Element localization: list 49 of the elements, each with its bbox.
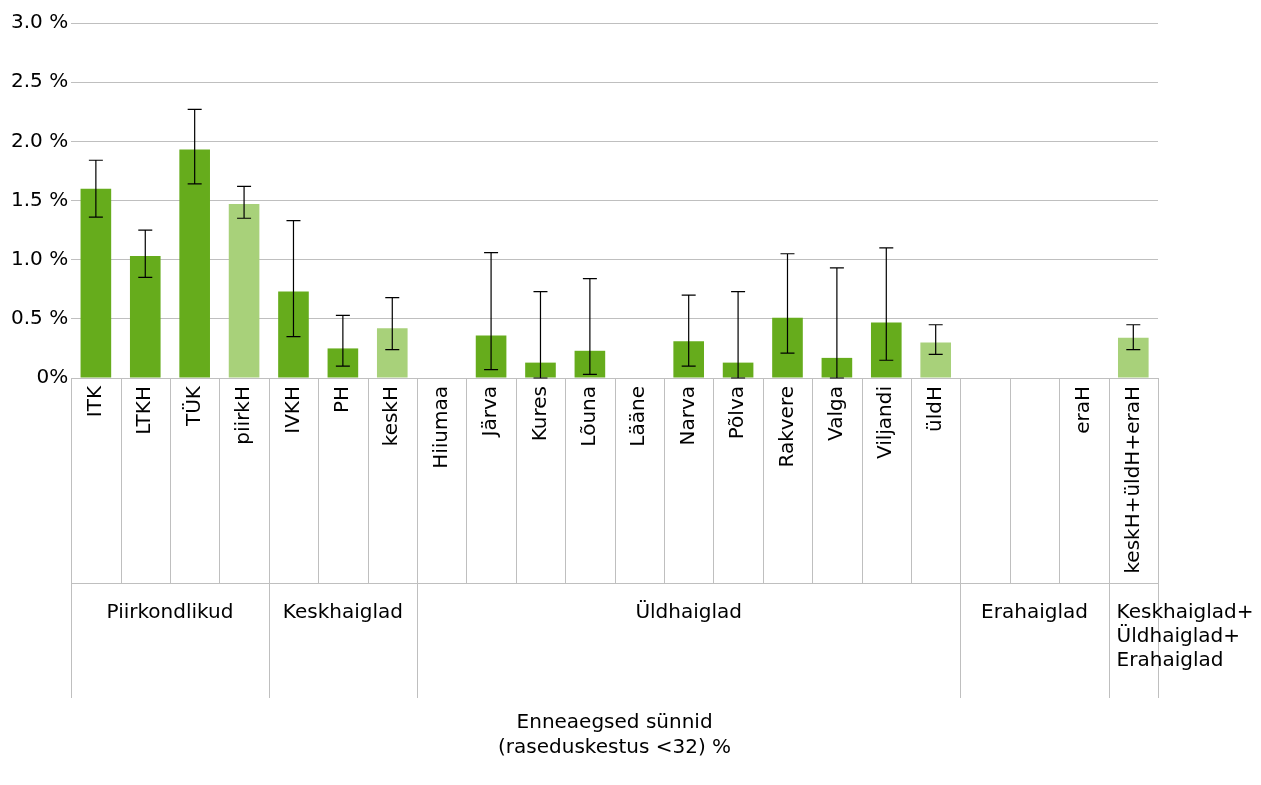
bar	[870, 322, 902, 378]
x-tick-label: ITK	[82, 385, 107, 418]
bar	[278, 291, 309, 378]
x-tick-label: Kures	[526, 386, 551, 442]
text: Piirkondlikud	[106, 599, 234, 624]
x-tick-label: Hiiumaa	[427, 386, 452, 469]
x-tick-label: Narva	[674, 386, 699, 446]
x-tick-label: PH	[329, 386, 354, 414]
x-tick-label: TÜK	[180, 385, 205, 427]
x-tick-label: Rakvere	[773, 386, 798, 468]
bar	[1117, 337, 1149, 378]
bar	[821, 357, 853, 378]
y-tick-label: 2.5 %	[11, 68, 69, 93]
y-tick-label: 0%	[36, 364, 69, 389]
x-tick-label: IVKH	[279, 386, 304, 434]
bar	[80, 188, 112, 378]
y-tick-label: 2.0 %	[11, 127, 69, 152]
bar	[475, 335, 507, 378]
y-tick-label: 0.5 %	[11, 305, 69, 330]
bar	[129, 256, 161, 378]
x-tick-label: Valga	[823, 386, 848, 441]
x-tick-label: Põlva	[724, 386, 749, 440]
x-tick-label: Lääne	[625, 386, 650, 447]
text: Erahaiglad	[981, 599, 1088, 624]
x-tick-label: Lõuna	[576, 386, 601, 447]
y-tick-label: 1.5 %	[11, 186, 69, 211]
bar	[920, 342, 952, 378]
y-tick-label: 1.0 %	[11, 245, 69, 270]
y-tick-label: 3.0 %	[11, 9, 69, 34]
text: Enneaegsed sünnid (raseduskestus <32) %	[498, 709, 732, 759]
x-tick-label: Järva	[477, 386, 502, 439]
x-tick-label: üldH	[921, 386, 946, 432]
bar	[525, 362, 556, 378]
bar	[179, 149, 210, 378]
text: Keskhaiglad	[282, 599, 403, 624]
text: Üldhaiglad	[635, 599, 742, 624]
bar	[673, 341, 704, 378]
x-tick-label: LTKH	[131, 386, 156, 435]
x-tick-label: keskH	[378, 386, 403, 447]
bar	[574, 350, 606, 378]
bar	[376, 328, 408, 378]
x-tick-label: piirkH	[230, 386, 255, 445]
x-tick-label: eraH	[1070, 386, 1095, 434]
bar	[772, 317, 803, 378]
bar	[228, 204, 260, 378]
bar	[327, 348, 359, 378]
x-tick-label: Viljandi	[872, 386, 897, 460]
x-tick-label: keskH+üldH+eraH	[1119, 386, 1144, 574]
text: Keskhaiglad+ Üldhaiglad+ Erahaiglad	[1116, 599, 1254, 672]
